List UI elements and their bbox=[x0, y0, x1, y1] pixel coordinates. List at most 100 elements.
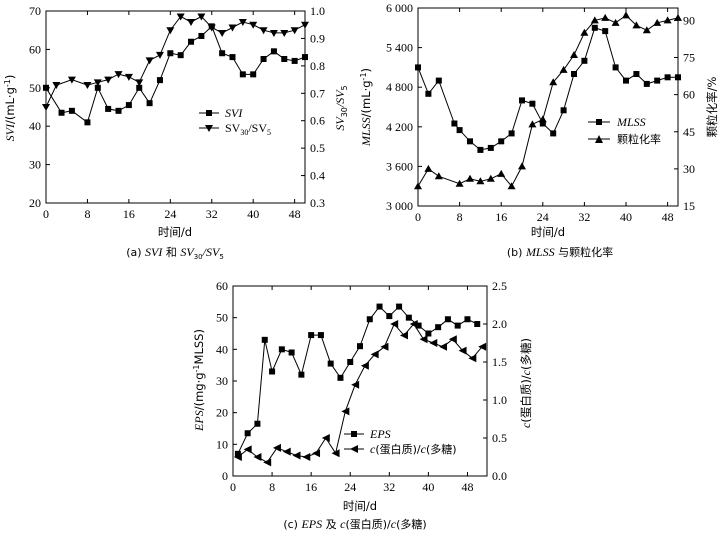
data-point-a-1 bbox=[197, 13, 206, 21]
data-point-b-0 bbox=[581, 57, 588, 64]
data-point-a-1 bbox=[93, 79, 102, 87]
data-point-a-1 bbox=[301, 21, 309, 29]
ytick-right-label-b: 60 bbox=[683, 88, 695, 102]
data-point-c-0 bbox=[278, 346, 285, 353]
data-point-a-0 bbox=[177, 52, 184, 59]
ytick-left-label-c: 40 bbox=[216, 342, 228, 356]
xlabel-b: 时间/d bbox=[531, 225, 565, 239]
ytick-left-label-c: 10 bbox=[216, 437, 228, 451]
data-point-a-1 bbox=[218, 29, 227, 37]
data-point-c-0 bbox=[415, 322, 422, 329]
data-point-b-1 bbox=[497, 169, 506, 177]
data-point-a-1 bbox=[104, 76, 113, 84]
data-point-c-0 bbox=[327, 360, 334, 367]
data-point-c-0 bbox=[425, 330, 432, 337]
xtick-label-b: 32 bbox=[578, 210, 590, 224]
data-point-c-0 bbox=[396, 303, 403, 310]
data-point-c-1 bbox=[272, 443, 281, 452]
xtick-label-b: 8 bbox=[457, 210, 463, 224]
data-point-b-1 bbox=[632, 21, 641, 29]
ytick-right-label-b: 15 bbox=[683, 199, 695, 213]
xtick-label-c: 0 bbox=[230, 480, 236, 494]
data-point-a-0 bbox=[105, 105, 112, 112]
data-point-b-1 bbox=[653, 18, 662, 26]
data-point-b-0 bbox=[623, 77, 629, 84]
data-point-a-0 bbox=[136, 84, 143, 91]
data-point-b-0 bbox=[571, 71, 577, 77]
data-point-a-1 bbox=[52, 82, 61, 90]
data-point-c-1 bbox=[282, 447, 291, 456]
ytick-right-label-a: 0.6 bbox=[310, 114, 325, 128]
data-point-b-1 bbox=[622, 11, 630, 19]
ytick-right-label-a: 0.3 bbox=[310, 196, 325, 210]
data-point-a-0 bbox=[84, 119, 91, 126]
data-point-c-1 bbox=[390, 320, 399, 328]
data-point-a-0 bbox=[58, 109, 65, 116]
ytick-right-label-a: 0.8 bbox=[310, 59, 325, 73]
data-point-b-1 bbox=[590, 16, 599, 24]
series-line-b-1 bbox=[417, 14, 679, 188]
data-point-c-1 bbox=[370, 350, 379, 359]
ytick-left-label-a: 20 bbox=[29, 196, 41, 210]
data-point-b-1 bbox=[611, 18, 620, 26]
data-point-c-0 bbox=[405, 314, 412, 321]
data-point-b-0 bbox=[508, 130, 515, 137]
data-point-c-0 bbox=[376, 303, 383, 310]
xtick-label-a: 40 bbox=[247, 207, 259, 221]
data-point-c-0 bbox=[308, 332, 315, 339]
data-point-c-1 bbox=[419, 335, 428, 344]
data-point-a-0 bbox=[115, 107, 122, 114]
data-point-a-0 bbox=[68, 107, 75, 114]
data-point-c-1 bbox=[478, 342, 487, 351]
legend-marker-granulation bbox=[595, 135, 603, 143]
ytick-left-label-a: 40 bbox=[29, 119, 41, 133]
data-point-c-1 bbox=[233, 453, 242, 461]
data-point-b-1 bbox=[466, 174, 474, 182]
data-point-a-1 bbox=[145, 57, 154, 65]
xtick-label-b: 24 bbox=[537, 210, 549, 224]
data-point-a-1 bbox=[269, 29, 278, 37]
xtick-label-a: 48 bbox=[289, 207, 301, 221]
ylabel-right-a: SV30/SV5 bbox=[333, 85, 349, 130]
data-point-a-0 bbox=[302, 54, 308, 61]
data-point-c-1 bbox=[380, 342, 389, 351]
data-point-b-1 bbox=[642, 26, 651, 34]
data-point-b-0 bbox=[654, 77, 661, 84]
data-point-c-1 bbox=[458, 346, 467, 355]
data-point-a-1 bbox=[249, 21, 258, 29]
data-point-a-0 bbox=[198, 32, 205, 39]
plot-frame-b bbox=[417, 7, 679, 207]
data-point-a-0 bbox=[188, 38, 195, 45]
panel-c: 0 8 16 24 32 40 48 0 10 20 30 40 50 60 0.0 0.5 1.0 1.5 2.0… bbox=[192, 279, 533, 531]
ylabel-left-a: SVI/(mL·g-1) bbox=[3, 75, 17, 142]
data-point-a-0 bbox=[260, 56, 267, 62]
ytick-left-label-b: 6 000 bbox=[386, 1, 413, 15]
ytick-right-label-a: 1.0 bbox=[310, 4, 325, 18]
xtick-label-b: 40 bbox=[620, 210, 632, 224]
legend-marker-ratio bbox=[350, 445, 358, 453]
ylabel-left-b: MLSS/(mL·g-1) bbox=[359, 68, 373, 147]
data-point-a-0 bbox=[167, 50, 174, 57]
series-line-a-0 bbox=[45, 25, 306, 124]
ytick-left-label-b: 3 000 bbox=[386, 199, 413, 213]
data-point-a-0 bbox=[94, 84, 101, 91]
data-point-c-1 bbox=[302, 453, 311, 461]
data-point-c-1 bbox=[468, 354, 477, 363]
legend-marker-mlss bbox=[596, 119, 602, 125]
legend-marker-svi bbox=[206, 110, 212, 116]
legend-label-eps: EPS bbox=[369, 427, 391, 441]
data-point-a-1 bbox=[124, 73, 133, 81]
data-point-b-1 bbox=[507, 182, 516, 190]
ytick-left-label-a: 70 bbox=[29, 4, 41, 18]
ytick-left-label-b: 4 200 bbox=[386, 120, 413, 134]
ytick-right-label-c: 1.0 bbox=[492, 393, 507, 407]
data-point-b-1 bbox=[663, 16, 672, 24]
data-point-c-1 bbox=[321, 434, 330, 442]
xtick-label-c: 32 bbox=[383, 480, 395, 494]
caption-c: (c) EPS 及 c(蛋白质)/c(多糖) bbox=[283, 517, 426, 531]
data-point-b-0 bbox=[451, 120, 458, 127]
data-point-a-0 bbox=[43, 84, 49, 91]
data-point-a-0 bbox=[291, 57, 298, 64]
caption-a: (a) SVI 和 SV30/SV5 bbox=[126, 245, 224, 261]
